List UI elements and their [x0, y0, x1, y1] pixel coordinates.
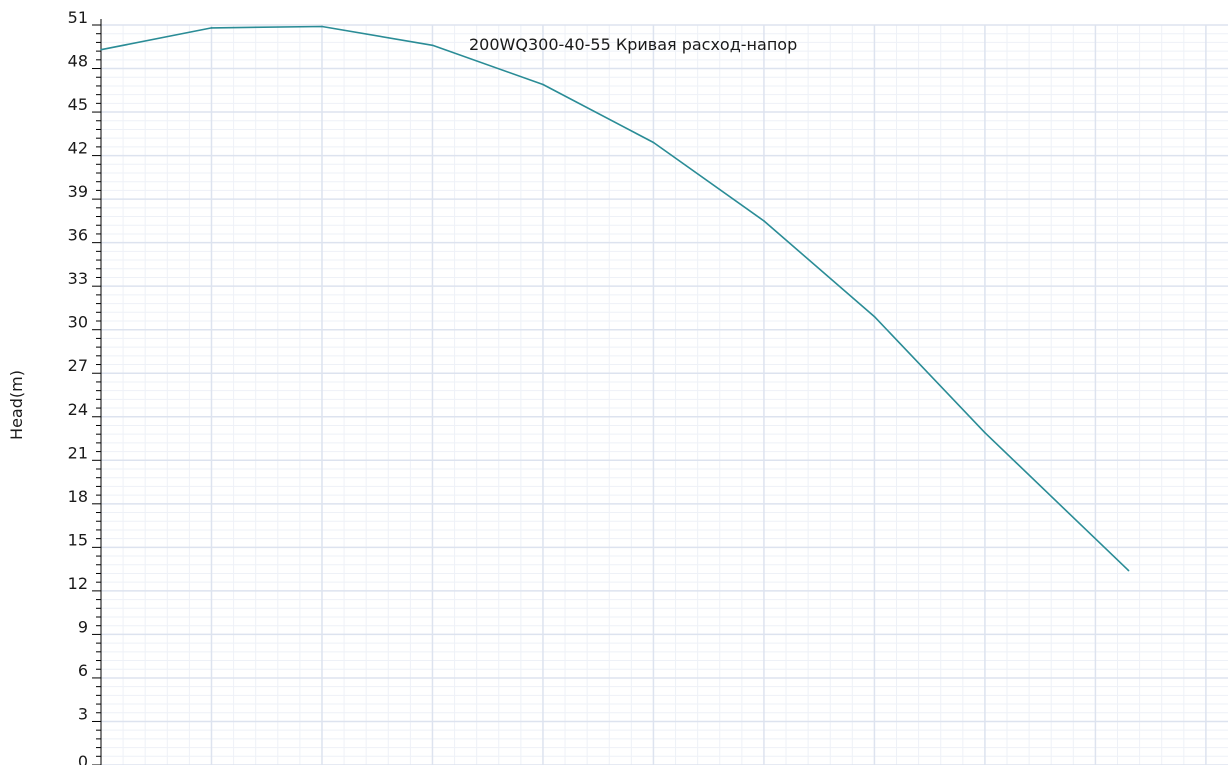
series-line-1 — [100, 25, 1130, 572]
minor-grid — [101, 25, 1228, 765]
series-layer — [100, 25, 1130, 572]
y-tick-label: 3 — [78, 704, 88, 723]
data-point — [984, 431, 986, 434]
y-tick-label: 39 — [68, 182, 88, 201]
y-tick-label: 51 — [68, 8, 88, 27]
y-tick-label: 21 — [68, 443, 88, 462]
data-point — [652, 141, 655, 144]
y-tick-label: 6 — [78, 661, 88, 680]
y-tick-label: 48 — [68, 52, 88, 71]
y-tick-label: 27 — [68, 356, 88, 375]
y-tick-label: 30 — [68, 313, 88, 332]
data-point — [1127, 569, 1130, 572]
y-tick-label: 24 — [68, 400, 88, 419]
data-point — [542, 83, 544, 86]
y-tick-label: 12 — [68, 574, 88, 593]
major-grid — [101, 24, 1228, 765]
y-tick-label: 42 — [68, 139, 88, 158]
y-axis-title: Head(m) — [7, 370, 26, 440]
y-tick-label: 0 — [78, 752, 88, 765]
y-tick-label: 45 — [68, 95, 88, 114]
y-tick-label: 9 — [78, 617, 88, 636]
data-point — [100, 48, 102, 51]
data-point — [873, 315, 876, 318]
data-point — [431, 44, 434, 47]
y-tick-label: 15 — [68, 530, 88, 549]
chart-title: 200WQ300-40-55 Кривая расход-напор — [469, 35, 797, 54]
data-point — [321, 25, 323, 28]
data-point — [763, 220, 765, 222]
y-tick-label: 33 — [68, 269, 88, 288]
y-tick-label: 18 — [68, 487, 88, 506]
y-tick-label: 36 — [68, 226, 88, 245]
data-point — [210, 27, 213, 29]
